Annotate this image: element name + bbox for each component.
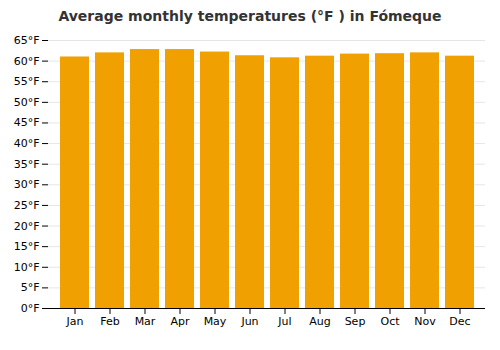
svg-text:50°F: 50°F (14, 96, 40, 109)
svg-text:Apr: Apr (170, 315, 190, 328)
svg-text:Jan: Jan (66, 315, 84, 328)
svg-text:35°F: 35°F (14, 158, 40, 171)
svg-text:45°F: 45°F (14, 116, 40, 129)
svg-text:May: May (204, 315, 227, 328)
svg-text:Aug: Aug (309, 315, 330, 328)
svg-text:30°F: 30°F (14, 178, 40, 191)
svg-text:15°F: 15°F (14, 240, 40, 253)
svg-text:Oct: Oct (380, 315, 400, 328)
svg-text:55°F: 55°F (14, 75, 40, 88)
svg-text:65°F: 65°F (14, 34, 40, 47)
svg-text:20°F: 20°F (14, 220, 40, 233)
svg-text:0°F: 0°F (21, 302, 40, 315)
svg-text:40°F: 40°F (14, 137, 40, 150)
svg-text:Mar: Mar (135, 315, 156, 328)
svg-text:60°F: 60°F (14, 55, 40, 68)
svg-text:Feb: Feb (100, 315, 119, 328)
svg-text:Jul: Jul (277, 315, 291, 328)
svg-text:10°F: 10°F (14, 261, 40, 274)
svg-text:Sep: Sep (345, 315, 366, 328)
svg-text:25°F: 25°F (14, 199, 40, 212)
svg-text:5°F: 5°F (21, 281, 40, 294)
svg-text:Jun: Jun (240, 315, 258, 328)
svg-text:Nov: Nov (414, 315, 436, 328)
svg-text:Dec: Dec (449, 315, 470, 328)
html-text:Average monthly temperatures (: Average monthly temperatures (°F ) in Fó… (58, 8, 442, 24)
